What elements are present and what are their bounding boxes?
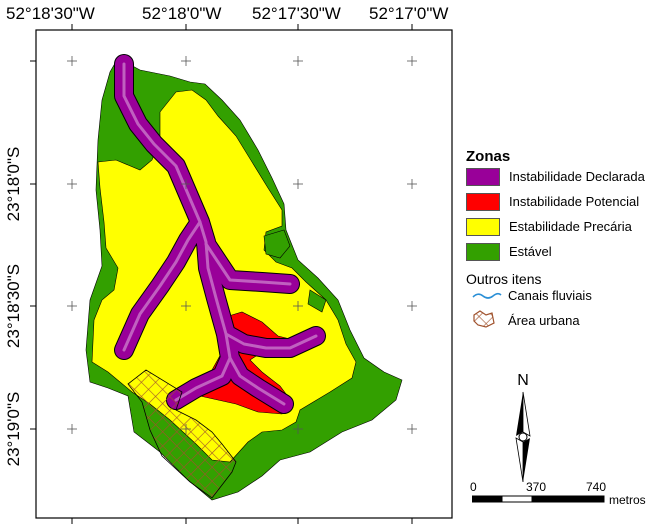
legend-swatch [466,243,500,261]
scale-label: 370 [526,480,547,494]
scale-label: 740 [586,480,607,494]
urban-area-icon [473,310,495,328]
legend-others-title: Outros itens [466,271,542,287]
zone-estavel-island [263,229,291,259]
legend-item: Estável [466,241,646,265]
legend-label: Instabilidade Potencial [509,194,640,209]
zone-estavel-island [307,289,327,313]
legend-swatch [466,218,500,236]
latitude-label: 23°18'0"S [4,146,23,222]
zone-instabilidade-declarada [114,54,326,414]
scale-label: 0 [470,480,477,494]
legend-item: Área urbana [466,309,646,331]
north-arrow: N [506,372,540,487]
legend-label: Estável [509,244,552,259]
latitude-label: 23°18'30"S [4,263,23,349]
legend-title: Zonas [466,148,511,165]
compass-arrow-icon [515,391,531,483]
latitude-label: 23°19'0"S [4,391,23,467]
legend-label: Canais fluviais [508,288,592,303]
longitude-label: 52°18'0"W [142,4,222,23]
legend-item: Instabilidade Declarada [466,166,646,190]
river-line-icon [472,292,502,299]
scale-bar: 0 370 740 metros [470,480,646,520]
grid-crosses [67,56,417,434]
scale-units: metros [609,493,646,507]
longitude-label: 52°17'0"W [369,4,449,23]
north-label: N [517,372,529,389]
legend-label: Estabilidade Precária [509,219,632,234]
legend-label: Instabilidade Declarada [509,169,645,184]
legend-swatch [466,168,500,186]
longitude-label: 52°18'30"W [6,4,95,23]
map-legend: Zonas Instabilidade Declarada Instabilid… [466,148,646,331]
legend-swatch [466,193,500,211]
legend-label: Área urbana [508,313,580,328]
longitude-label: 52°17'30"W [252,4,341,23]
top-ticks [30,24,413,524]
urban-area [127,369,237,499]
legend-item: Estabilidade Precária [466,216,646,240]
legend-item: Instabilidade Potencial [466,191,646,215]
scale-bar-graphic [472,495,605,503]
legend-item: Canais fluviais [466,287,646,309]
